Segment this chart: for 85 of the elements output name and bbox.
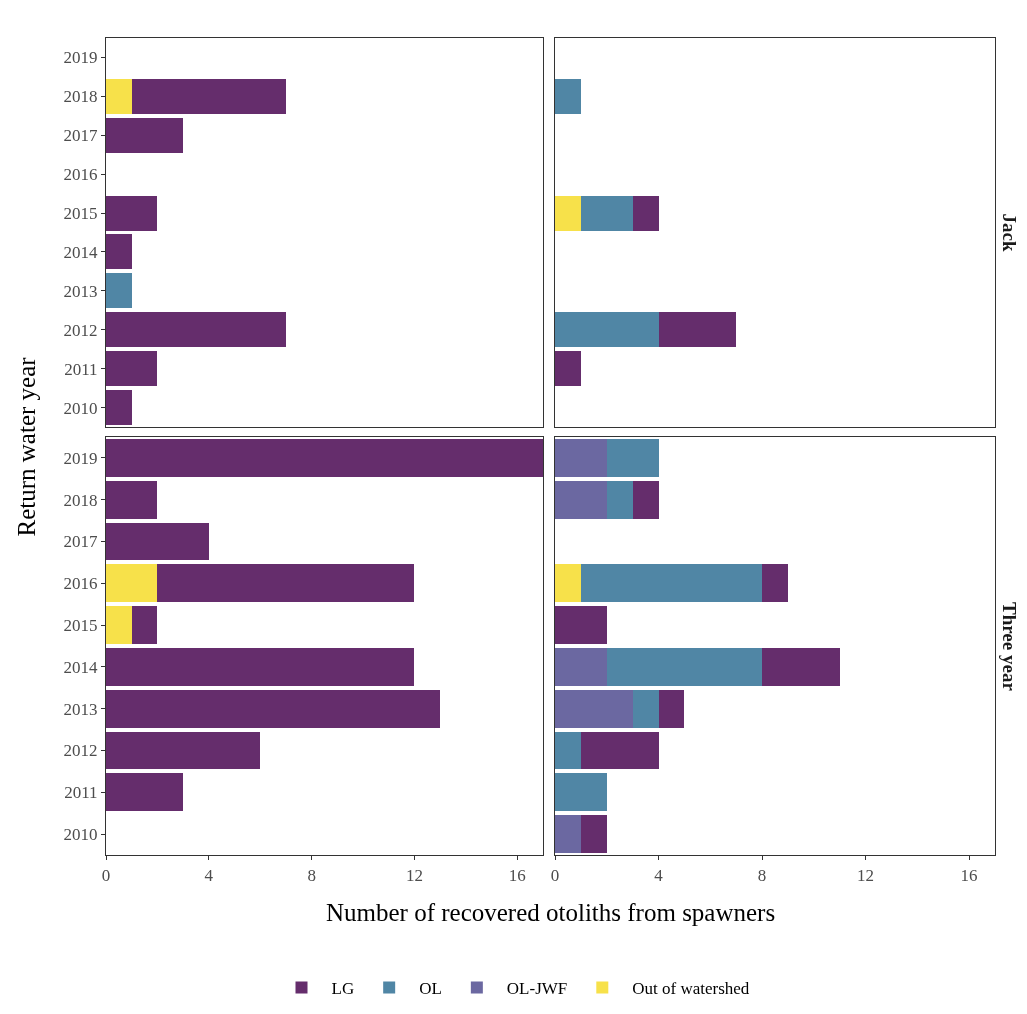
x-tick-label: 4 xyxy=(654,865,664,885)
bar xyxy=(606,648,763,686)
bar xyxy=(580,815,607,853)
bar xyxy=(555,606,607,644)
y-tick-label: 2017 xyxy=(63,126,98,146)
y-tick-label: 2010 xyxy=(63,825,98,845)
y-tick-label: 2011 xyxy=(64,359,98,379)
x-tick-label: 12 xyxy=(405,865,423,885)
y-tick-label: 2010 xyxy=(63,398,98,418)
legend-label: LG xyxy=(331,979,355,999)
y-tick-label: 2019 xyxy=(63,48,98,68)
y-tick-label: 2014 xyxy=(63,657,98,677)
y-tick-label: 2013 xyxy=(63,699,98,719)
bar xyxy=(555,480,607,519)
bar xyxy=(131,606,158,644)
y-tick-label: 2014 xyxy=(63,242,98,262)
y-axis-title: Return water year xyxy=(12,356,40,537)
bar xyxy=(106,312,286,348)
x-axis-title: Number of recovered otoliths from spawners xyxy=(326,899,776,926)
text: Jack xyxy=(998,213,1020,252)
bar xyxy=(106,564,158,603)
bar xyxy=(632,689,659,728)
y-tick-label: 2012 xyxy=(63,741,98,761)
legend-label: OL xyxy=(419,979,442,999)
bar xyxy=(106,195,158,231)
bar xyxy=(131,78,286,114)
x-tick-label: 0 xyxy=(101,865,111,885)
x-tick-label: 0 xyxy=(550,865,560,885)
y-tick-label: 2011 xyxy=(64,783,98,803)
y-tick-label: 2013 xyxy=(63,281,98,301)
bar xyxy=(106,773,184,812)
y-tick-label: 2018 xyxy=(63,87,98,107)
bar xyxy=(555,815,581,853)
y-tick-label: 2012 xyxy=(63,320,98,340)
bar xyxy=(106,689,441,728)
x-tick-label: 16 xyxy=(508,865,526,885)
legend-label: OL-JWF xyxy=(506,979,568,999)
bar xyxy=(106,731,261,770)
bar xyxy=(762,648,840,686)
bar xyxy=(555,439,607,477)
bar xyxy=(658,312,737,348)
bar xyxy=(106,234,132,270)
bar xyxy=(106,480,158,519)
y-tick-label: 2018 xyxy=(63,490,98,510)
bar xyxy=(106,522,209,561)
y-tick-label: 2015 xyxy=(63,616,98,636)
x-tick-label: 8 xyxy=(307,865,316,885)
y-tick-label: 2019 xyxy=(63,448,98,468)
bar xyxy=(632,480,659,519)
bar xyxy=(606,480,633,519)
bar xyxy=(106,606,132,644)
bar xyxy=(106,78,132,114)
bar xyxy=(106,390,132,426)
bar xyxy=(555,564,581,603)
bar xyxy=(106,117,184,153)
x-tick-label: 12 xyxy=(857,865,875,885)
x-tick-label: 16 xyxy=(960,865,978,885)
bar xyxy=(555,351,581,387)
bar xyxy=(555,648,607,686)
bar xyxy=(555,195,581,231)
bar xyxy=(632,195,659,231)
bar xyxy=(106,351,158,387)
x-tick-label: 4 xyxy=(204,865,214,885)
bar xyxy=(762,564,788,603)
bar xyxy=(555,78,581,114)
bar xyxy=(555,312,659,348)
x-tick-label: 8 xyxy=(757,865,767,885)
bar xyxy=(580,731,659,770)
y-tick-label: 2016 xyxy=(63,574,98,594)
bar xyxy=(106,439,543,477)
bar xyxy=(106,273,132,309)
bar xyxy=(580,195,633,231)
y-tick-label: 2017 xyxy=(63,532,98,552)
bar xyxy=(580,564,763,603)
bar xyxy=(157,564,415,603)
bar xyxy=(658,689,685,728)
legend-label: Out of watershed xyxy=(632,979,750,999)
y-tick-label: 2016 xyxy=(63,165,98,185)
bar xyxy=(555,689,633,728)
y-tick-label: 2015 xyxy=(63,204,98,223)
bar xyxy=(555,773,607,812)
text: Three year xyxy=(999,602,1020,692)
bar xyxy=(606,439,659,477)
bar xyxy=(106,648,415,686)
bar xyxy=(555,731,581,770)
